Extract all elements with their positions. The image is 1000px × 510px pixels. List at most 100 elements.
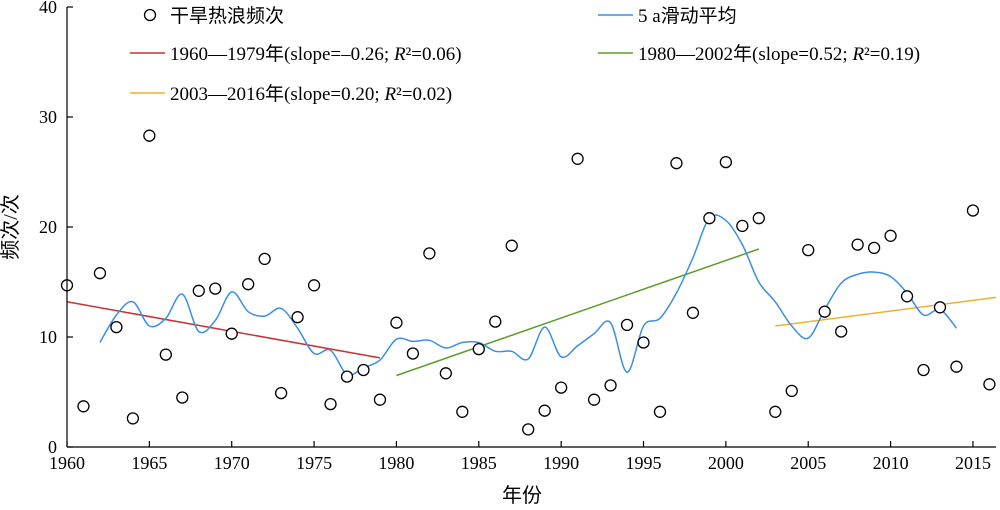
legend-label-trend3: 2003—2016年(slope=0.20; R²=0.02) bbox=[170, 83, 452, 105]
scatter-point bbox=[620, 318, 634, 332]
y-axis-title: 频次/次 bbox=[0, 194, 22, 260]
scatter-point bbox=[933, 301, 947, 314]
scatter-point bbox=[571, 152, 584, 165]
scatter-point bbox=[126, 412, 140, 425]
x-tick-label: 2005 bbox=[790, 453, 826, 473]
x-tick-label: 2015 bbox=[955, 453, 991, 473]
x-tick-label: 2010 bbox=[873, 453, 909, 473]
scatter-point bbox=[439, 367, 452, 380]
scatter-point bbox=[307, 279, 321, 292]
scatter-point bbox=[143, 129, 156, 142]
scatter-point bbox=[357, 363, 370, 377]
scatter-point bbox=[785, 384, 798, 398]
x-tick-label: 1990 bbox=[543, 453, 579, 473]
scatter-point bbox=[884, 229, 897, 242]
scatter-point bbox=[242, 278, 255, 291]
legend-label-r: R bbox=[851, 44, 864, 65]
legend-label-suffix: ²=0.19) bbox=[864, 44, 920, 65]
scatter-point bbox=[505, 239, 518, 252]
plot-marks bbox=[60, 129, 997, 436]
trend-line-3 bbox=[775, 296, 997, 327]
scatter-point bbox=[752, 212, 765, 225]
legend-item-smooth: 5 a滑动平均 bbox=[598, 5, 737, 27]
scatter-point bbox=[900, 290, 914, 303]
scatter-point bbox=[522, 423, 535, 436]
scatter-point bbox=[77, 400, 90, 413]
legend-label-trend1: 1960—1979年(slope=–0.26; R²=0.06) bbox=[170, 43, 462, 65]
legend-label-prefix: 1980—2002年(slope=0.52; bbox=[638, 43, 852, 65]
legend-label-suffix: ²=0.02) bbox=[396, 84, 452, 105]
scatter-point bbox=[192, 284, 205, 297]
scatter-point bbox=[867, 241, 881, 255]
x-tick-label: 1965 bbox=[131, 453, 167, 473]
legend-label-points: 干旱热浪频次 bbox=[170, 5, 284, 27]
scatter-point bbox=[587, 393, 601, 406]
scatter-point bbox=[835, 325, 848, 338]
x-tick-label: 1980 bbox=[378, 453, 414, 473]
scatter-point bbox=[324, 397, 337, 411]
scatter-point bbox=[769, 405, 782, 418]
scatter-point bbox=[554, 381, 568, 394]
legend-item-trend3: 2003—2016年(slope=0.20; R²=0.02) bbox=[130, 83, 452, 105]
scatter-point bbox=[604, 379, 617, 392]
x-ticks: 1960 1965 1970 1975 1980 1985 1990 1995 2000 2005… bbox=[49, 441, 991, 473]
scatter-point bbox=[456, 405, 469, 418]
scatter-point bbox=[489, 315, 502, 328]
legend-item-trend2: 1980—2002年(slope=0.52; R²=0.19) bbox=[598, 43, 920, 65]
legend-label-smooth: 5 a滑动平均 bbox=[638, 5, 737, 27]
x-tick-label: 1995 bbox=[626, 453, 662, 473]
scatter-point bbox=[917, 363, 930, 377]
scatter-point bbox=[802, 243, 815, 257]
scatter-point bbox=[950, 360, 963, 373]
scatter-point bbox=[225, 327, 238, 340]
legend-item-points: 干旱热浪频次 bbox=[143, 5, 284, 27]
legend-label-prefix: 2003—2016年(slope=0.20; bbox=[170, 83, 384, 105]
legend: 干旱热浪频次 5 a滑动平均 1960—1979年(slope=–0.26; R… bbox=[130, 5, 920, 105]
scatter-point bbox=[390, 316, 403, 329]
scatter-point bbox=[653, 405, 667, 418]
scatter-point bbox=[670, 157, 683, 170]
x-tick-label: 2000 bbox=[708, 453, 744, 473]
y-tick-label: 0 bbox=[48, 437, 57, 457]
scatter-point bbox=[703, 212, 716, 225]
y-ticks: 0 10 20 30 40 bbox=[39, 0, 73, 457]
scatter-point bbox=[274, 386, 288, 400]
trend-line-2 bbox=[396, 248, 760, 377]
scatter-point bbox=[209, 282, 222, 295]
scatter-point bbox=[719, 155, 733, 169]
x-tick-label: 1975 bbox=[296, 453, 332, 473]
scatter-point bbox=[340, 370, 354, 383]
scatter-point bbox=[373, 393, 387, 406]
legend-circle-marker-icon bbox=[143, 8, 157, 22]
legend-label-suffix: ²=0.06) bbox=[406, 44, 462, 65]
scatter-point bbox=[686, 306, 700, 319]
legend-label-r: R bbox=[393, 44, 406, 65]
scatter-point bbox=[818, 305, 831, 318]
scatter-point bbox=[637, 336, 650, 349]
scatter-point bbox=[406, 347, 420, 360]
scatter-point bbox=[736, 219, 749, 233]
legend-item-trend1: 1960—1979年(slope=–0.26; R²=0.06) bbox=[130, 43, 462, 65]
x-tick-label: 1970 bbox=[214, 453, 250, 473]
scatter-point bbox=[538, 404, 551, 417]
moving-average-line bbox=[99, 214, 958, 376]
scatter-point bbox=[110, 320, 123, 334]
legend-label-trend2: 1980—2002年(slope=0.52; R²=0.19) bbox=[638, 43, 920, 65]
x-tick-label: 1960 bbox=[49, 453, 85, 473]
x-axis-title: 年份 bbox=[502, 484, 542, 507]
scatter-point bbox=[258, 252, 271, 266]
x-tick-label: 1985 bbox=[461, 453, 497, 473]
y-tick-label: 30 bbox=[39, 107, 57, 127]
scatter-point bbox=[291, 311, 304, 324]
scatter-point bbox=[472, 342, 485, 356]
scatter-point bbox=[423, 247, 436, 260]
scatter-point bbox=[983, 378, 996, 391]
y-tick-label: 10 bbox=[39, 327, 57, 347]
legend-label-prefix: 1960—1979年(slope=–0.26; bbox=[170, 43, 394, 65]
y-tick-label: 40 bbox=[39, 0, 57, 17]
scatter-point bbox=[966, 204, 980, 217]
y-tick-label: 20 bbox=[39, 217, 57, 237]
scatter-point bbox=[176, 391, 189, 404]
